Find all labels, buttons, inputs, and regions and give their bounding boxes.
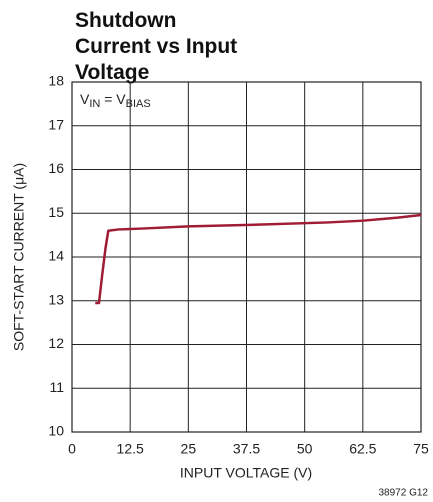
y-tick-label: 12 — [48, 335, 64, 351]
y-tick-label: 18 — [48, 73, 64, 89]
y-tick-label: 14 — [48, 248, 64, 264]
x-axis-label: INPUT VOLTAGE (V) — [180, 465, 312, 481]
y-tick-label: 10 — [48, 423, 64, 439]
plot-frame — [71, 81, 422, 433]
x-tick-label: 75 — [413, 441, 429, 457]
x-tick-label: 25 — [181, 441, 197, 457]
annotation-part: V — [80, 91, 90, 107]
x-tick-label: 0 — [68, 441, 76, 457]
data-line — [95, 213, 422, 305]
x-tick-label: 12.5 — [117, 441, 144, 457]
y-tick-label: 11 — [49, 379, 64, 395]
x-tick-label: 62.5 — [349, 441, 376, 457]
x-tick-label: 37.5 — [233, 441, 260, 457]
chart-title: Shutdown Current vs Input Voltage — [75, 9, 238, 84]
annotation-part: IN — [89, 98, 100, 110]
annotation-part: BIAS — [126, 98, 151, 110]
y-tick-label: 17 — [48, 116, 64, 132]
x-tick-label: 50 — [297, 441, 313, 457]
annotation: VIN = VBIAS — [80, 91, 151, 110]
y-tick-label: 13 — [48, 291, 64, 307]
y-tick-label: 15 — [48, 204, 64, 220]
annotation-part: = V — [100, 91, 126, 107]
footnote: 38972 G12 — [379, 488, 429, 499]
y-axis-label: SOFT-START CURRENT (μA) — [11, 163, 27, 351]
y-tick-label: 16 — [48, 160, 64, 176]
